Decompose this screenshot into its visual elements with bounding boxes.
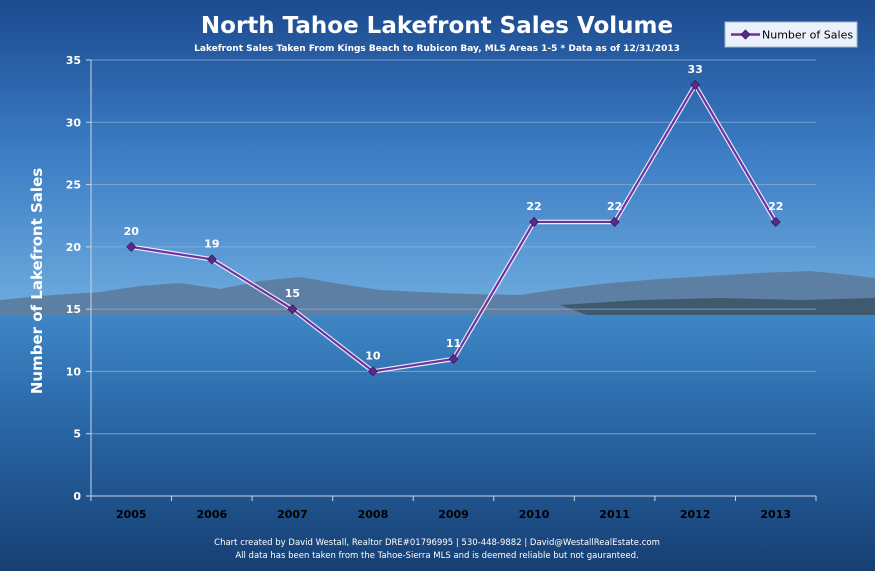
x-tick-label: 2005 xyxy=(116,508,147,521)
gridlines xyxy=(91,59,816,435)
data-label: 20 xyxy=(124,225,140,238)
x-tick-label: 2006 xyxy=(197,508,228,521)
series-number-of-sales xyxy=(126,79,781,377)
x-tick-label: 2011 xyxy=(599,508,630,521)
footer-credit: Chart created by David Westall, Realtor … xyxy=(214,538,660,548)
x-tick-label: 2012 xyxy=(680,508,711,521)
x-tick-label: 2013 xyxy=(760,508,791,521)
x-tick-label: 2007 xyxy=(277,508,308,521)
legend-label: Number of Sales xyxy=(762,29,853,42)
y-tick-label: 10 xyxy=(66,365,82,378)
data-label: 11 xyxy=(446,337,461,350)
y-tick-label: 30 xyxy=(66,116,82,129)
y-tick-label: 20 xyxy=(66,241,82,254)
footer-disclaimer: All data has been taken from the Tahoe-S… xyxy=(235,551,638,561)
x-axis-ticks: 2005 2006 2007 2008 2009 2010 2011 2012 2013 xyxy=(90,496,817,521)
data-point-marker xyxy=(448,353,459,365)
data-label: 22 xyxy=(768,200,783,213)
data-point-marker xyxy=(690,79,701,90)
data-labels: 20 19 15 10 11 22 22 33 22 xyxy=(124,63,784,363)
y-axis-ticks: 0 5 10 15 20 25 30 35 xyxy=(66,54,91,503)
data-point-marker xyxy=(609,216,620,228)
chart-title: North Tahoe Lakefront Sales Volume xyxy=(201,13,673,39)
x-tick-label: 2009 xyxy=(438,508,469,521)
x-tick-label: 2008 xyxy=(358,508,389,521)
y-tick-label: 0 xyxy=(73,490,81,503)
y-tick-label: 15 xyxy=(66,303,81,316)
chart-subtitle: Lakefront Sales Taken From Kings Beach t… xyxy=(194,44,680,54)
legend: Number of Sales xyxy=(724,21,858,48)
data-point-marker xyxy=(287,304,298,315)
data-point-marker xyxy=(126,241,137,252)
data-label: 10 xyxy=(365,349,381,362)
data-point-marker xyxy=(770,216,781,228)
data-label: 22 xyxy=(526,200,541,213)
data-point-marker xyxy=(367,366,379,377)
x-tick-label: 2010 xyxy=(519,508,550,521)
legend-marker-swatch xyxy=(740,29,751,40)
data-label: 22 xyxy=(607,200,622,213)
data-point-marker xyxy=(206,254,217,265)
data-label: 15 xyxy=(285,287,300,300)
axes xyxy=(90,60,816,497)
y-tick-label: 25 xyxy=(66,179,81,192)
y-axis-label: Number of Lakefront Sales xyxy=(28,168,46,394)
data-point-marker xyxy=(528,216,540,228)
data-label: 33 xyxy=(688,63,703,76)
data-label: 19 xyxy=(204,237,219,250)
lake-background xyxy=(0,315,875,571)
y-tick-label: 35 xyxy=(66,54,81,67)
y-tick-label: 5 xyxy=(73,428,81,441)
